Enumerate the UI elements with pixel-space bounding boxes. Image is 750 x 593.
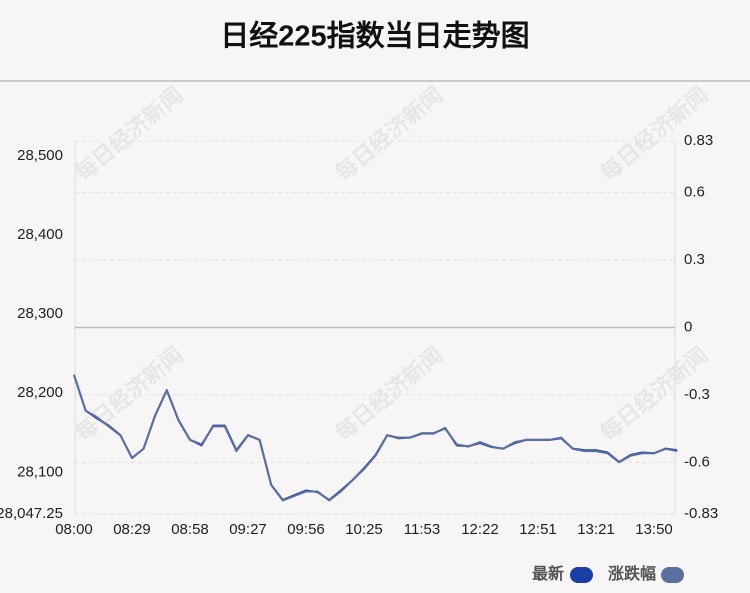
legend-label: 涨跌幅: [608, 564, 656, 583]
x-tick-label: 09:27: [229, 521, 267, 538]
y-tick-label: 28,200: [17, 384, 63, 401]
x-tick-label: 10:25: [345, 521, 383, 538]
x-tick-label: 08:00: [55, 521, 93, 538]
x-tick-label: 08:58: [171, 521, 209, 538]
x-tick-label: 13:21: [577, 521, 615, 538]
y-tick-label: 28,500: [17, 147, 63, 164]
y-tick-label: 28,300: [17, 305, 63, 322]
y2-tick-label: 0.6: [684, 184, 705, 201]
x-tick-label: 12:22: [461, 521, 499, 538]
watermark: 每日经济新闻: [70, 342, 188, 447]
chart-title: 日经225指数当日走势图: [220, 19, 529, 53]
y-tick-label: 28,400: [17, 226, 63, 243]
y2-tick-label: 0.3: [684, 251, 705, 268]
x-tick-label: 11:53: [404, 521, 440, 538]
watermark: 每日经济新闻: [70, 82, 188, 187]
y-tick-label: 28,047.25: [0, 505, 63, 522]
legend-label: 最新: [532, 564, 564, 583]
y2-tick-label: -0.83: [684, 505, 718, 522]
series-line: [73, 374, 678, 502]
watermark: 每日经济新闻: [330, 342, 448, 447]
legend-swatch: [570, 567, 593, 583]
y2-tick-label: -0.3: [684, 386, 710, 403]
legend-swatch: [661, 567, 684, 583]
watermark: 每日经济新闻: [330, 82, 448, 187]
x-tick-label: 13:50: [635, 521, 673, 538]
x-tick-label: 09:56: [287, 521, 325, 538]
y-tick-label: 28,100: [17, 463, 63, 480]
y2-tick-label: -0.6: [684, 453, 710, 470]
y2-tick-label: 0.83: [684, 132, 713, 149]
x-tick-label: 12:51: [519, 521, 557, 538]
x-tick-label: 08:29: [113, 521, 151, 538]
y2-tick-label: 0: [684, 318, 692, 335]
